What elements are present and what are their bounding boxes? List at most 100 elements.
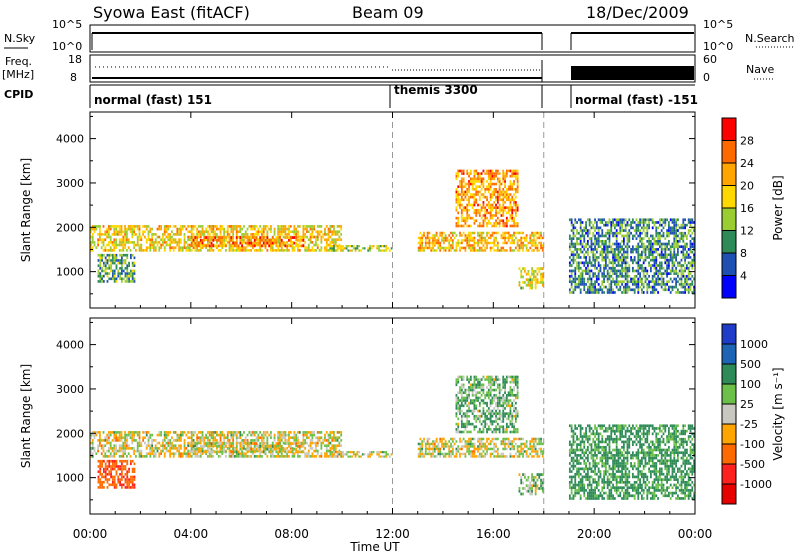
velocity-cell [495,455,497,457]
power-cell [632,262,634,265]
velocity-cell [252,431,254,434]
velocity-cell [134,470,136,473]
velocity-cell [146,431,148,434]
velocity-cell [275,450,277,453]
power-cell [146,228,148,231]
power-cell [630,259,632,262]
power-cell [591,251,593,254]
velocity-cell [441,440,443,442]
velocity-cell [378,455,380,457]
power-cell [540,281,542,284]
power-cell [283,225,285,228]
power-cell [623,270,625,273]
velocity-cell [290,431,292,434]
velocity-cell [241,447,243,450]
power-cell [490,193,492,196]
power-cell [319,233,321,236]
power-cell [308,246,310,249]
velocity-cell [98,470,100,473]
power-cell [578,262,580,265]
power-cell [236,225,238,228]
velocity-cell [126,473,128,476]
power-cell [501,237,503,239]
power-cell [672,262,674,265]
power-cell [110,259,112,262]
power-cell [650,270,652,273]
power-cell [133,230,135,233]
power-cell [677,218,679,221]
power-cell [686,235,688,238]
velocity-cell [99,436,101,439]
velocity-cell [125,478,127,481]
power-cell [135,249,137,252]
power-cell [632,270,634,273]
power-cell [164,241,166,244]
power-cell [639,264,641,267]
power-cell [257,238,259,241]
power-cell [254,233,256,236]
cpid-segment-2: themis 3300 [394,83,478,97]
power-cell [223,242,225,245]
power-cell [304,228,306,231]
velocity-cell [474,448,476,450]
velocity-cell [122,455,124,458]
power-cell [510,170,512,173]
power-cell [98,264,100,267]
power-cell [326,249,328,252]
power-cell [333,230,335,233]
power-cell [583,229,585,232]
velocity-cell [225,445,227,448]
power-cell [108,228,110,231]
power-cell [324,228,326,231]
power-cell [483,206,485,209]
colorbar-tick-label: 24 [740,157,754,170]
power-cell [506,225,508,228]
power-cell [220,249,222,252]
power-cell [571,240,573,243]
power-cell [167,236,169,239]
velocity-cell [254,442,256,445]
power-cell [612,232,614,235]
velocity-cell [117,478,119,481]
power-cell [625,251,627,254]
power-cell [495,244,497,246]
power-cell [673,286,675,289]
power-cell [214,225,216,228]
power-cell [600,270,602,273]
power-cell [125,254,127,257]
power-cell [329,230,331,233]
power-cell [663,288,665,291]
power-cell [627,224,629,227]
power-cell [612,280,614,283]
power-cell [502,232,504,234]
power-cell [474,239,476,241]
velocity-cell [266,439,268,442]
power-cell [245,233,247,236]
power-cell [103,244,105,247]
velocity-cell [502,440,504,442]
power-cell [160,246,162,249]
power-cell [504,206,506,209]
power-cell [533,237,535,239]
power-cell [230,228,232,231]
velocity-cell [329,455,331,457]
power-cell [607,245,609,248]
power-cell [601,291,603,294]
power-cell [218,244,220,247]
velocity-cell [427,440,429,442]
velocity-cell [434,443,436,445]
power-cell [583,235,585,238]
power-cell [587,288,589,291]
power-cell [652,259,654,262]
velocity-cell [493,455,495,457]
velocity-cell [468,440,470,442]
velocity-cell [110,452,112,455]
velocity-cell [162,444,164,447]
power-cell [130,230,132,233]
velocity-cell [137,431,139,434]
power-cell [616,286,618,289]
power-cell [92,233,94,236]
power-cell [679,237,681,240]
power-cell [628,270,630,273]
velocity-cell [256,442,258,445]
